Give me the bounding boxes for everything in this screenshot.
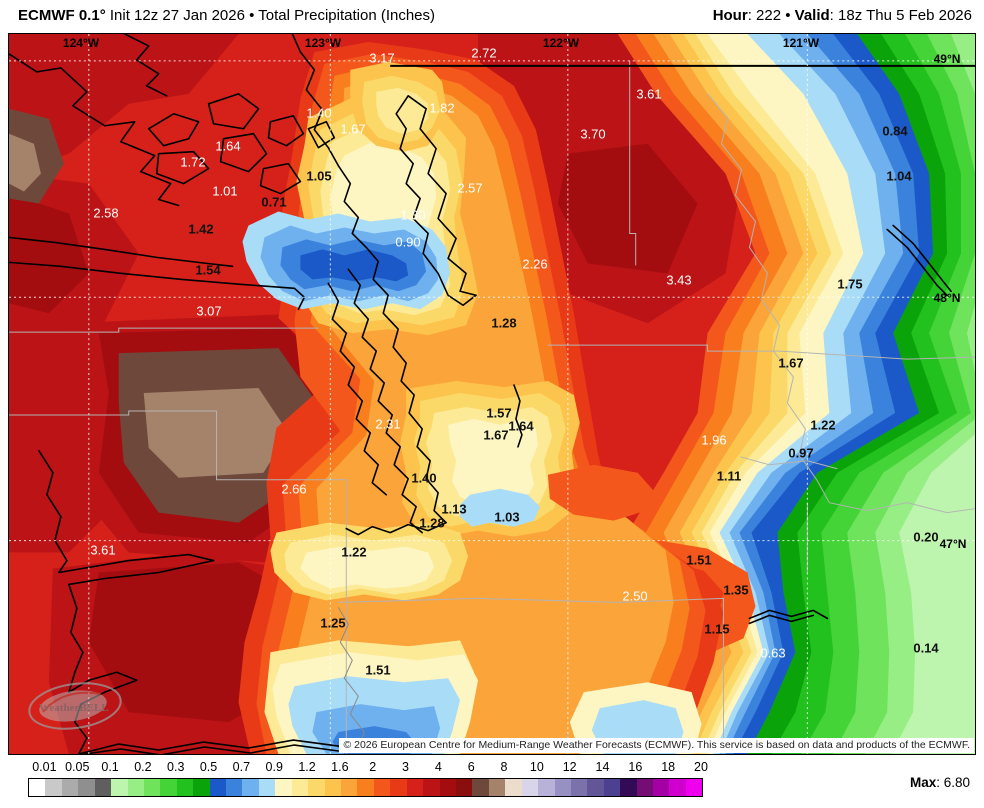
legend-color-cell	[127, 779, 144, 796]
legend-tick-label: 16	[628, 760, 643, 774]
legend-color-cell	[176, 779, 194, 796]
legend-tick-label: 0.2	[134, 760, 152, 774]
legend-tick-label: 0.5	[199, 760, 218, 774]
legend-color-cell	[94, 779, 112, 796]
legend-color-cell	[45, 779, 62, 796]
lowland-valley-contours	[238, 41, 724, 754]
legend-tick-label: 20	[694, 760, 708, 774]
legend-color-cell	[653, 779, 670, 796]
legend-color-cell	[455, 779, 473, 796]
legend-tick-labels: 0.01 0.05 0.1 0.2 0.3 0.5 0.7 0.9 1.2 1.6 2 3 4 6 8 10 1…	[28, 760, 708, 776]
max-value-readout: Max: 6.80	[909, 775, 970, 790]
legend-color-cell	[357, 779, 374, 796]
legend-color-cell	[160, 779, 177, 796]
legend-color-cell	[242, 779, 259, 796]
contour-band	[891, 34, 975, 754]
legend-color-cell	[423, 779, 440, 796]
legend-tick-label: 1.6	[331, 760, 349, 774]
county-borders	[9, 60, 975, 754]
legend-tick-label: 8	[500, 760, 508, 774]
legend-color-cell	[226, 779, 243, 796]
legend-color-cell	[143, 779, 161, 796]
legend-color-cell	[209, 779, 227, 796]
legend-tick-label: 10	[529, 760, 544, 774]
forecast-valid-time: Hour: 222 • Valid: 18z Thu 5 Feb 2026	[712, 7, 972, 24]
precipitation-map-canvas	[9, 34, 975, 754]
legend-color-cell	[258, 779, 276, 796]
legend-color-bar	[28, 778, 703, 797]
copyright-notice: © 2026 European Centre for Medium-Range …	[339, 738, 974, 753]
legend-color-cell	[324, 779, 342, 796]
legend-color-cell	[505, 779, 522, 796]
legend-tick-label: 0.9	[265, 760, 283, 774]
legend-color-cell	[78, 779, 95, 796]
legend-tick-label: 0.3	[167, 760, 185, 774]
legend-color-cell	[193, 779, 210, 796]
legend-color-cell	[472, 779, 489, 796]
legend-color-cell	[554, 779, 571, 796]
legend-color-cell	[587, 779, 604, 796]
legend-color-cell	[390, 779, 407, 796]
legend-color-cell	[488, 779, 506, 796]
legend-color-cell	[406, 779, 424, 796]
color-scale-legend: 0.01 0.05 0.1 0.2 0.3 0.5 0.7 0.9 1.2 1.6 2 3 4 6 8 10 1…	[0, 757, 984, 808]
legend-tick-label: 3	[402, 760, 410, 774]
legend-tick-label: 14	[595, 760, 610, 774]
legend-color-cell	[275, 779, 292, 796]
legend-color-cell	[521, 779, 539, 796]
legend-tick-label: 2	[369, 760, 377, 774]
legend-tick-label: 0.01	[32, 760, 57, 774]
legend-tick-label: 18	[661, 760, 676, 774]
legend-tick-label: 1.2	[298, 760, 316, 774]
legend-color-cell	[61, 779, 79, 796]
legend-color-cell	[685, 779, 703, 796]
legend-tick-label: 6	[467, 760, 475, 774]
legend-color-cell	[439, 779, 456, 796]
legend-color-cell	[111, 779, 128, 796]
header-bar: ECMWF 0.1° Init 12z 27 Jan 2026 • Total …	[0, 0, 984, 33]
legend-color-cell	[341, 779, 358, 796]
legend-color-cell	[373, 779, 391, 796]
legend-color-cell	[291, 779, 309, 796]
legend-tick-label: 4	[434, 760, 442, 774]
legend-color-cell	[636, 779, 654, 796]
legend-tick-label: 0.05	[65, 760, 90, 774]
precipitation-map: 3.17 2.72 1.40 1.82 3.61 1.67 3.70 1.64 1.72 1.05…	[8, 33, 976, 755]
legend-tick-label: 0.1	[101, 760, 119, 774]
graticule-lines	[9, 34, 975, 754]
legend-color-cell	[570, 779, 588, 796]
legend-color-cell	[603, 779, 621, 796]
legend-color-cell	[29, 779, 46, 796]
legend-color-cell	[669, 779, 686, 796]
river-line	[337, 607, 365, 754]
legend-color-cell	[538, 779, 555, 796]
legend-color-cell	[308, 779, 325, 796]
map-title: ECMWF 0.1° Init 12z 27 Jan 2026 • Total …	[18, 7, 436, 24]
legend-color-cell	[620, 779, 637, 796]
legend-tick-label: 12	[562, 760, 577, 774]
legend-tick-label: 0.7	[232, 760, 251, 774]
